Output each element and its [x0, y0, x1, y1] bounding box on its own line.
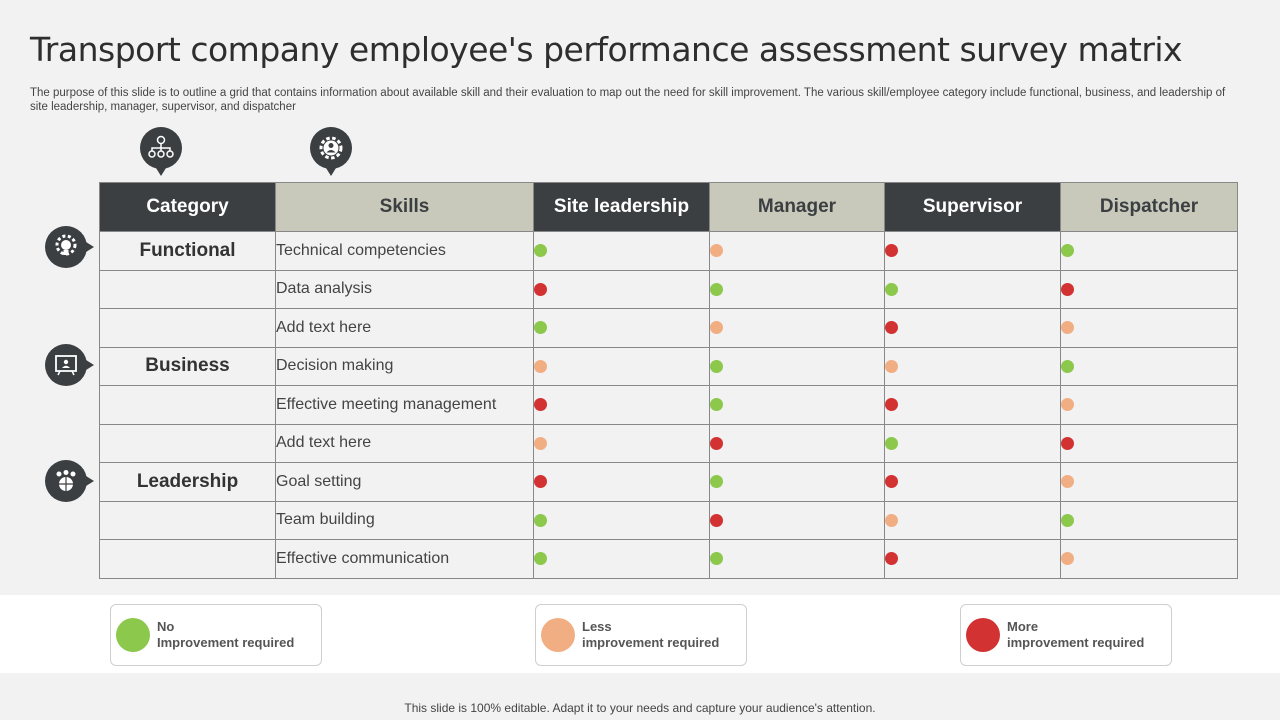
table-row: Add text here: [99, 308, 1238, 348]
legend-line2: Improvement required: [157, 635, 295, 650]
legend-more-improvement: More improvement required: [960, 604, 1172, 666]
rating-dot: [534, 513, 547, 527]
header-site-leadership: Site leadership: [533, 182, 710, 232]
rating-dot: [885, 475, 898, 489]
rating-dot: [1061, 552, 1074, 566]
rating-dot: [710, 244, 723, 258]
category-cell: Business: [99, 346, 276, 386]
header-skills: Skills: [275, 182, 534, 232]
rating-dot: [885, 244, 898, 258]
legend-text: More improvement required: [1007, 619, 1144, 651]
skill-cell: Team building: [275, 500, 534, 540]
skill-cell: Data analysis: [275, 269, 534, 309]
table-row: Effective communication: [99, 539, 1238, 579]
rating-dot: [534, 359, 547, 373]
table-header-row: Category Skills Site leadership Manager …: [99, 182, 1238, 232]
rating-dot: [885, 282, 898, 296]
rating-dot: [885, 552, 898, 566]
rating-dot: [1061, 321, 1074, 335]
rating-dot: [534, 321, 547, 335]
rating-dot: [1061, 436, 1074, 450]
rating-dot: [710, 282, 723, 296]
rating-dot: [1061, 513, 1074, 527]
assessment-matrix: Category Skills Site leadership Manager …: [99, 182, 1238, 579]
gear-bulb-icon: [45, 226, 94, 268]
table-row: Effective meeting management: [99, 385, 1238, 425]
rating-dot: [534, 282, 547, 296]
table-row: Leadership Goal setting: [99, 462, 1238, 502]
rating-dot: [885, 436, 898, 450]
category-cell: [99, 269, 276, 309]
rating-dot: [534, 552, 547, 566]
skill-cell: Effective communication: [275, 539, 534, 579]
header-category: Category: [99, 182, 276, 232]
gear-person-icon: [310, 127, 352, 176]
rating-dot: [885, 359, 898, 373]
table-row: Team building: [99, 500, 1238, 540]
legend-text: Less improvement required: [582, 619, 719, 651]
legend-line1: More: [1007, 619, 1039, 634]
legend-dot: [966, 618, 1000, 652]
rating-dot: [710, 475, 723, 489]
rating-dot: [1061, 244, 1074, 258]
category-cell: [99, 308, 276, 348]
category-cell: [99, 539, 276, 579]
category-cell: [99, 385, 276, 425]
legend-less-improvement: Less improvement required: [535, 604, 747, 666]
legend-text: No Improvement required: [157, 619, 294, 651]
header-manager: Manager: [709, 182, 885, 232]
table-row: Functional Technical competencies: [99, 231, 1238, 271]
footer-note: This slide is 100% editable. Adapt it to…: [404, 701, 876, 715]
table-row: Data analysis: [99, 269, 1238, 309]
header-supervisor: Supervisor: [884, 182, 1061, 232]
header-dispatcher: Dispatcher: [1060, 182, 1238, 232]
category-cell: Functional: [99, 231, 276, 271]
legend-line1: Less: [582, 619, 612, 634]
rating-dot: [710, 359, 723, 373]
legend-no-improvement: No Improvement required: [110, 604, 322, 666]
rating-dot: [710, 436, 723, 450]
rating-dot: [710, 552, 723, 566]
presentation-board-icon: [45, 344, 94, 386]
page-title: Transport company employee's performance…: [30, 30, 1183, 69]
rating-dot: [534, 244, 547, 258]
rating-dot: [710, 321, 723, 335]
rating-dot: [885, 398, 898, 412]
category-cell: [99, 500, 276, 540]
skill-cell: Effective meeting management: [275, 385, 534, 425]
rating-dot: [534, 398, 547, 412]
rating-dot: [1061, 359, 1074, 373]
rating-dot: [885, 513, 898, 527]
skill-cell: Technical competencies: [275, 231, 534, 271]
rating-dot: [710, 398, 723, 412]
category-cell: [99, 423, 276, 463]
rating-dot: [1061, 398, 1074, 412]
legend-dot: [116, 618, 150, 652]
hierarchy-icon: [140, 127, 182, 176]
page-subtitle: The purpose of this slide is to outline …: [30, 87, 1226, 113]
skill-cell: Goal setting: [275, 462, 534, 502]
legend-line2: improvement required: [582, 635, 720, 650]
rating-dot: [534, 475, 547, 489]
skill-cell: Decision making: [275, 346, 534, 386]
team-globe-icon: [45, 460, 94, 502]
category-cell: Leadership: [99, 462, 276, 502]
table-row: Business Decision making: [99, 346, 1238, 386]
table-row: Add text here: [99, 423, 1238, 463]
skill-cell: Add text here: [275, 423, 534, 463]
legend-dot: [541, 618, 575, 652]
legend-line2: improvement required: [1007, 635, 1145, 650]
legend-line1: No: [157, 619, 175, 634]
rating-dot: [710, 513, 723, 527]
rating-dot: [885, 321, 898, 335]
rating-dot: [1061, 475, 1074, 489]
rating-dot: [1061, 282, 1074, 296]
skill-cell: Add text here: [275, 308, 534, 348]
rating-dot: [534, 436, 547, 450]
